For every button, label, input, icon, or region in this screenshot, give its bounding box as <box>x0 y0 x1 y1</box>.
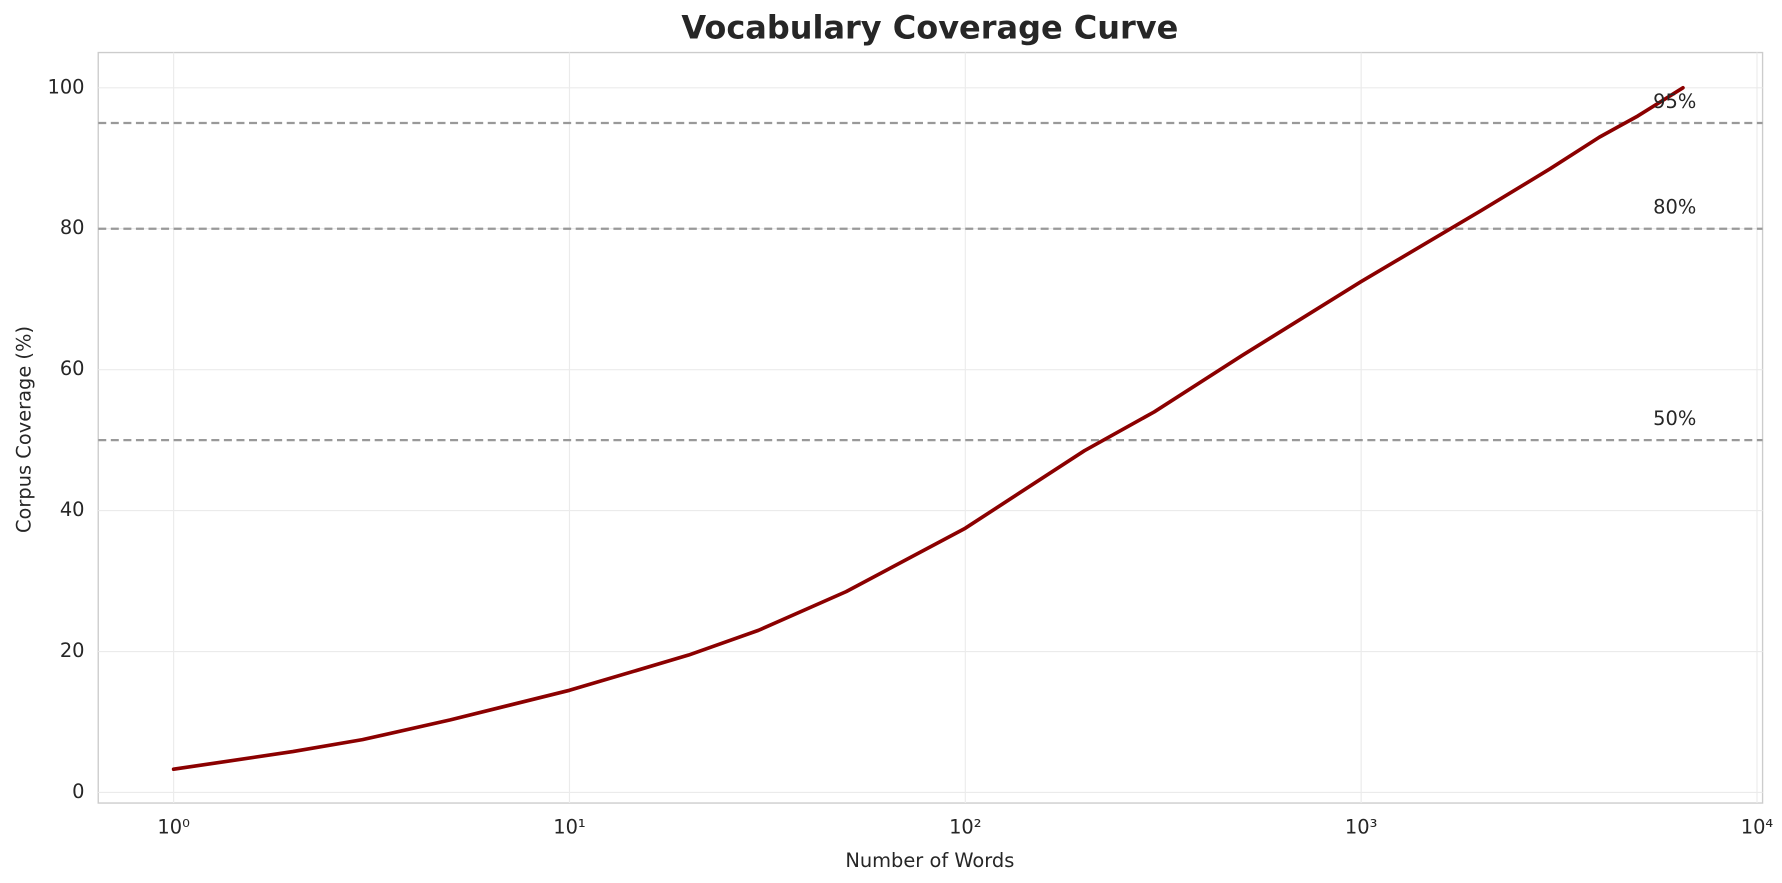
reference-label: 95% <box>1653 90 1696 113</box>
x-axis-label: Number of Words <box>845 849 1014 872</box>
chart-title: Vocabulary Coverage Curve <box>681 9 1178 47</box>
y-tick-label: 0 <box>72 780 84 803</box>
data-line <box>171 85 1685 772</box>
y-tick-label: 80 <box>60 216 85 239</box>
y-axis-label: Corpus Coverage (%) <box>13 326 36 533</box>
x-tick-label: 10³ <box>1345 816 1377 839</box>
y-tick-label: 60 <box>60 357 85 380</box>
y-tick-label: 40 <box>60 498 85 521</box>
reference-label: 80% <box>1653 196 1696 219</box>
x-tick-label: 10⁴ <box>1741 816 1774 839</box>
x-tick-label: 10² <box>949 816 981 839</box>
x-tick-label: 10¹ <box>553 816 585 839</box>
x-tick-label: 10⁰ <box>157 816 190 839</box>
plot-frame <box>97 51 1764 804</box>
y-tick-label: 20 <box>60 639 85 662</box>
reference-label: 50% <box>1653 407 1696 430</box>
marks <box>98 85 1763 772</box>
y-tick-label: 100 <box>47 75 84 98</box>
